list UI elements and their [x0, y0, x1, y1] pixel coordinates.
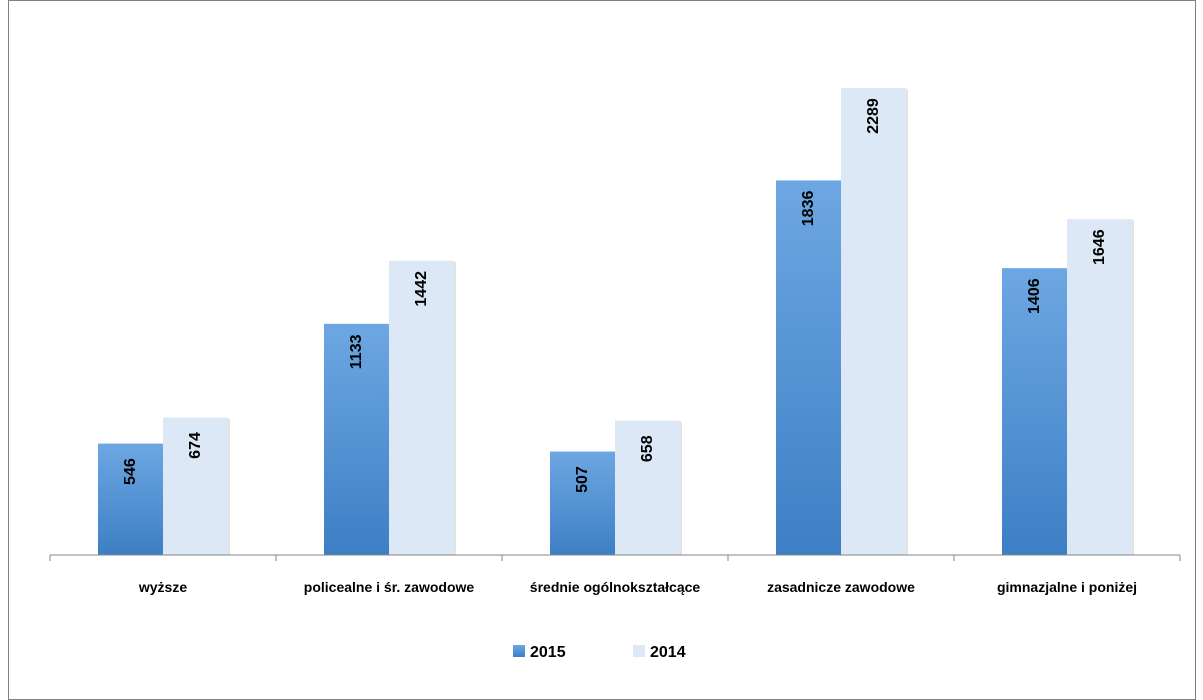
bar-2015-policealne-i-sr-zawodowe: [324, 323, 389, 555]
chart-frame: [8, 0, 1196, 700]
category-label-policealne-i-sr-zawodowe: policealne i śr. zawodowe: [304, 579, 475, 595]
bar-2015-zasadnicze-zawodowe: [776, 180, 841, 555]
legend-label-2014: 2014: [650, 644, 686, 661]
legend-swatch-2015: [513, 645, 525, 657]
data-label-2014-srednie-ogolnoksztalcace: 658: [639, 435, 656, 462]
bar-2014-gimnazjalne-i-ponizej: [1067, 219, 1132, 555]
bar-2014-zasadnicze-zawodowe: [841, 88, 906, 555]
category-label-zasadnicze-zawodowe: zasadnicze zawodowe: [767, 579, 915, 595]
data-label-2015-policealne-i-sr-zawodowe: 1133: [348, 334, 365, 369]
data-label-2014-policealne-i-sr-zawodowe: 1442: [413, 271, 430, 307]
bar-chart: 546 674 wyższe 1133 1442 policealne i śr. zaw…: [49, 88, 1181, 661]
bar-2015-srednie-ogolnoksztalcace: [550, 451, 615, 555]
legend-swatch-2014: [633, 645, 645, 657]
legend-label-2015: 2015: [530, 644, 566, 661]
bar-2014-srednie-ogolnoksztalcace: [615, 420, 680, 555]
data-label-2014-zasadnicze-zawodowe: 2289: [865, 98, 882, 134]
bar-2015-gimnazjalne-i-ponizej: [1002, 268, 1067, 555]
data-label-2015-gimnazjalne-i-ponizej: 1406: [1026, 278, 1043, 314]
category-label-wyzsze: wyższe: [138, 579, 187, 595]
bar-2014-wyzsze: [163, 417, 228, 555]
data-label-2015-srednie-ogolnoksztalcace: 507: [574, 466, 591, 493]
data-label-2014-wyzsze: 674: [187, 432, 204, 459]
category-label-srednie-ogolnoksztalcace: średnie ogólnokształcące: [530, 579, 701, 595]
category-label-gimnazjalne-i-ponizej: gimnazjalne i poniżej: [997, 579, 1137, 595]
bar-2015-wyzsze: [98, 443, 163, 555]
bar-2014-policealne-i-sr-zawodowe: [389, 260, 454, 555]
data-label-2014-gimnazjalne-i-ponizej: 1646: [1091, 229, 1108, 265]
data-label-2015-wyzsze: 546: [122, 458, 139, 485]
data-label-2015-zasadnicze-zawodowe: 1836: [800, 191, 817, 227]
